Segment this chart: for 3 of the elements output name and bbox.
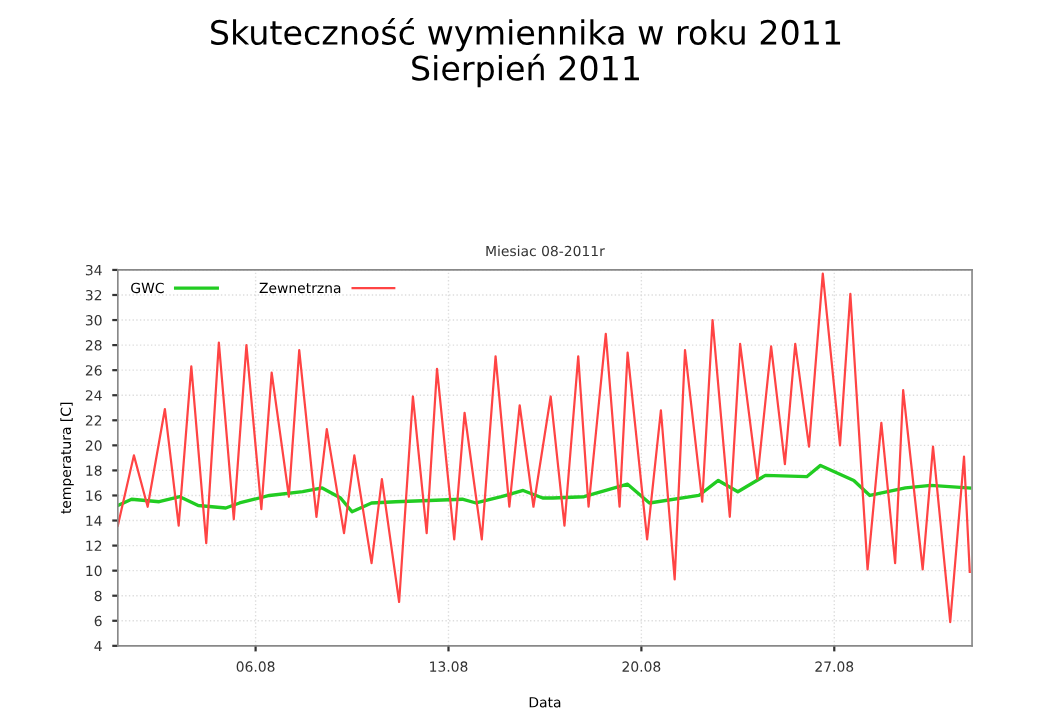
chart-title: Skuteczność wymiennika w roku 2011: [211, 17, 841, 52]
chart-subtitle: Sierpień 2011: [412, 53, 639, 88]
line-series: [117, 463, 972, 514]
